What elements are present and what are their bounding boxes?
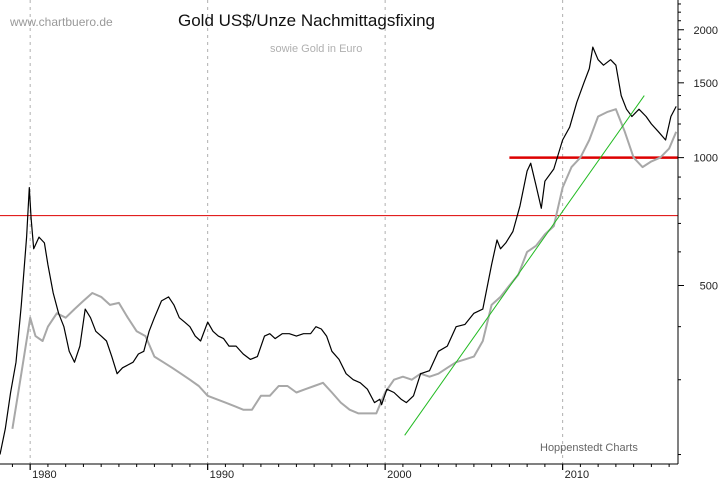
y-tick-label-2000: 2000 xyxy=(694,25,718,37)
horizontal-reference-lines xyxy=(0,156,678,217)
eur-series xyxy=(11,108,678,429)
chart-title: Gold US$/Unze Nachmittagsfixing xyxy=(178,11,435,30)
eur-series-line xyxy=(11,108,678,429)
credit-label: Hoppenstedt Charts xyxy=(540,442,638,454)
watermark: www.chartbuero.de xyxy=(9,15,113,29)
y-tick-label-1500: 1500 xyxy=(694,78,718,90)
y-tick-label-1000: 1000 xyxy=(694,153,718,165)
y-tick-label-500: 500 xyxy=(700,280,718,292)
support-trendline xyxy=(404,95,645,436)
trendline-group xyxy=(404,95,645,436)
x-tick-label-2000: 2000 xyxy=(387,469,411,481)
x-tick-label-2010: 2010 xyxy=(565,469,589,481)
x-tick-label-1980: 1980 xyxy=(32,469,56,481)
x-tick-labels: 1980 1990 2000 2010 xyxy=(29,464,589,481)
y-tick-labels: 500 1000 1500 2000 xyxy=(678,25,718,292)
usd-series xyxy=(0,46,677,455)
x-tick-label-1990: 1990 xyxy=(210,469,234,481)
usd-series-line xyxy=(0,46,677,455)
vertical-gridlines xyxy=(29,0,564,464)
chart-subtitle: sowie Gold in Euro xyxy=(270,43,362,55)
